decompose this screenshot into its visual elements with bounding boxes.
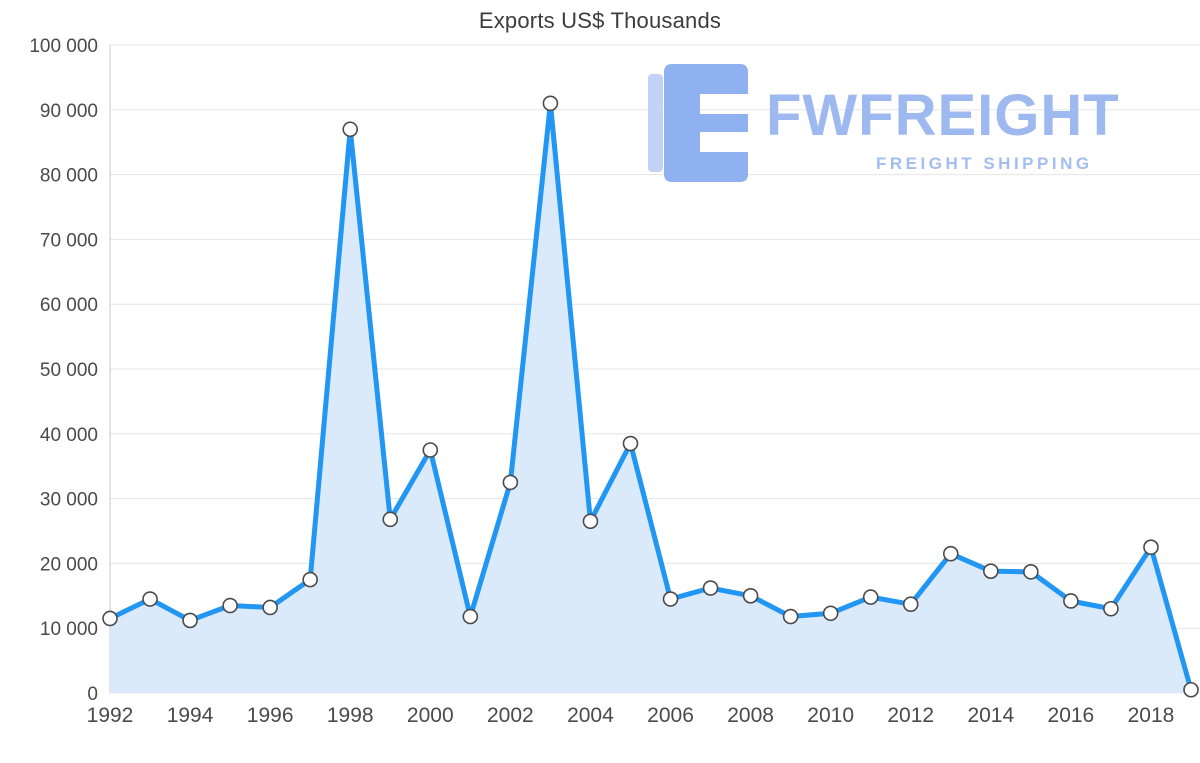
y-axis-tick-label: 60 000 <box>40 295 98 316</box>
y-axis-tick-label: 100 000 <box>29 36 98 57</box>
data-point-marker <box>862 589 879 605</box>
data-point-marker <box>1023 564 1039 580</box>
data-point-marker <box>262 599 278 616</box>
data-point-marker <box>1183 681 1199 698</box>
x-axis-tick-label: 2004 <box>567 704 614 727</box>
data-point-marker <box>182 612 198 629</box>
data-point-marker <box>142 591 158 607</box>
x-axis-tick-label: 1996 <box>247 704 294 727</box>
x-axis-tick-label: 2016 <box>1048 704 1095 727</box>
data-point-marker <box>662 591 679 607</box>
y-axis-tick-label: 30 000 <box>40 490 98 511</box>
data-point-marker <box>942 545 959 562</box>
data-point-marker <box>1063 593 1079 609</box>
data-point-marker <box>742 587 759 604</box>
x-axis-tick-label: 2008 <box>727 704 774 727</box>
data-point-marker <box>1103 600 1119 617</box>
data-point-marker <box>702 580 719 596</box>
data-point-marker <box>542 95 559 112</box>
data-point-marker <box>342 121 359 138</box>
y-axis-tick-label: 50 000 <box>40 360 98 381</box>
x-axis-tick-label: 2012 <box>887 704 934 727</box>
data-point-marker <box>422 442 439 458</box>
chart-title: Exports US$ Thousands <box>478 8 722 33</box>
data-point-marker <box>382 511 399 528</box>
data-point-marker <box>582 513 599 530</box>
y-axis-tick-label: 80 000 <box>40 166 98 187</box>
data-point-marker <box>983 563 999 579</box>
data-point-marker <box>902 596 919 613</box>
data-point-marker <box>102 610 118 627</box>
data-point-marker <box>502 474 519 491</box>
series-area-fill <box>110 103 1191 693</box>
y-axis-tick-label: 0 <box>87 684 98 705</box>
y-axis-tick-label: 20 000 <box>40 554 98 575</box>
data-point-marker <box>462 608 479 625</box>
x-axis-tick-label: 2002 <box>487 704 534 727</box>
data-point-marker <box>222 597 238 614</box>
x-axis-tick-label: 2014 <box>967 704 1014 727</box>
y-axis-tick-label: 90 000 <box>40 101 98 122</box>
x-axis-tick-label: 2018 <box>1128 704 1175 727</box>
x-axis-tick-label: 1998 <box>327 704 374 727</box>
data-point-marker <box>822 605 839 622</box>
data-point-marker <box>622 435 639 452</box>
y-axis-tick-label: 10 000 <box>40 619 98 640</box>
y-axis-tick-label: 70 000 <box>40 230 98 251</box>
x-axis-tick-label: 2000 <box>407 704 454 727</box>
x-axis-tick-label: 2006 <box>647 704 694 727</box>
data-point-marker <box>1143 539 1159 556</box>
data-point-marker <box>302 571 318 588</box>
x-axis-tick-label: 2010 <box>807 704 854 727</box>
x-axis-tick-label: 1992 <box>87 704 134 727</box>
data-point-marker <box>782 608 799 625</box>
x-axis-tick-label: 1994 <box>167 704 214 727</box>
y-axis-tick-label: 40 000 <box>40 425 98 446</box>
series-line <box>107 100 1194 693</box>
